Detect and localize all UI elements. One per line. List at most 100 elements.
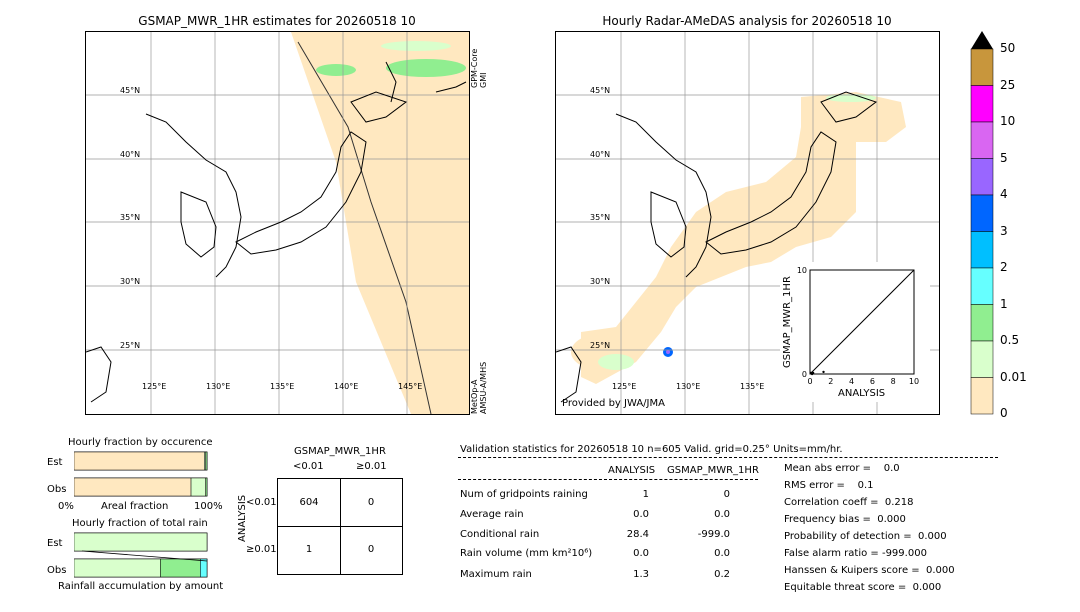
one-to-one-line — [809, 269, 915, 375]
contingency-col-header-0: <0.01 — [293, 461, 324, 472]
left-lat-label-45: 45°N — [120, 86, 141, 95]
left-lon-label-135: 135°E — [270, 382, 295, 391]
left-map-panel: 45°N 40°N 35°N 30°N 25°N 125°E 130°E 135… — [85, 31, 470, 415]
contingency-row-header-0: <0.01 — [246, 497, 277, 508]
colorbar-label-4: 4 — [1000, 187, 1008, 201]
validation-row-label: Num of gridpoints raining — [460, 489, 588, 500]
colorbar-label-10: 0 — [1000, 406, 1008, 420]
colorbar-label-7: 1 — [1000, 296, 1008, 311]
colorbar-label-0: 50 — [1000, 41, 1016, 55]
colorbar-block-5 — [970, 231, 994, 269]
colorbar-svg — [970, 31, 994, 415]
score-mean-abs-error: Mean abs error = 0.0 — [784, 463, 900, 474]
validation-col-analysis: ANALYSIS — [608, 465, 656, 476]
score-correlation: Correlation coeff = 0.218 — [784, 497, 914, 508]
inset-scatter-svg: 0 2 4 6 8 10 10 0 — [797, 266, 919, 386]
bar-Obs-0 — [73, 477, 192, 497]
contingency-row-header-1: ≥0.01 — [246, 544, 277, 555]
validation-row-gsmap: 0 — [723, 489, 730, 500]
rain-patch-3 — [381, 41, 451, 51]
colorbar-label-2: 10 — [1000, 114, 1016, 128]
inset-xtick-6: 6 — [870, 377, 875, 386]
validation-header: Validation statistics for 20260518 10 n=… — [460, 444, 843, 455]
inset-ytick-0: 0 — [802, 370, 807, 379]
validation-row-label: Average rain — [460, 509, 524, 520]
bar-Est-0 — [73, 532, 208, 552]
bar-Est-0 — [73, 451, 205, 471]
colorbar-block-3 — [970, 158, 994, 196]
fraction-total-xlabel: Rainfall accumulation by amount — [58, 581, 224, 592]
colorbar-block-9 — [970, 377, 994, 415]
right-map-svg — [556, 32, 939, 414]
validation-col-divider — [458, 479, 758, 480]
left-lon-label-145: 145°E — [398, 382, 423, 391]
validation-row-gsmap: 0.2 — [714, 569, 730, 580]
colorbar: 50 25 10 5 4 3 2 1 0.5 0.01 0 — [970, 30, 1030, 420]
bar-Obs-2 — [205, 477, 208, 497]
validation-row-gsmap: 0.0 — [714, 509, 730, 520]
fraction-total-row-est: Est — [47, 538, 63, 549]
sensor-label-top: GPM-Core GMI — [470, 48, 488, 88]
bar-Obs-0 — [73, 558, 161, 578]
validation-row-label: Maximum rain — [460, 569, 532, 580]
inset-xtick-10: 10 — [909, 377, 919, 386]
colorbar-label-9: 0.01 — [1000, 369, 1027, 384]
colorbar-label-3: 5 — [1000, 150, 1008, 165]
contingency-title: GSMAP_MWR_1HR — [294, 446, 386, 457]
validation-row-analysis: 1 — [642, 489, 649, 500]
colorbar-block-1 — [970, 85, 994, 123]
right-lat-label-25: 25°N — [590, 341, 611, 350]
fraction-xlabel-right: 100% — [194, 501, 223, 512]
inset-point-2 — [811, 371, 815, 375]
colorbar-label-6: 2 — [1000, 260, 1008, 274]
right-lat-label-40: 40°N — [590, 150, 611, 159]
bar-Obs-1 — [160, 558, 201, 578]
connector-line — [81, 550, 208, 562]
colorbar-block-0 — [970, 48, 994, 86]
colorbar-label-8: 0.5 — [1000, 333, 1020, 347]
validation-row-analysis: 1.3 — [633, 569, 649, 580]
fraction-occurrence-chart — [73, 450, 209, 498]
swath-region-east — [291, 32, 469, 414]
colorbar-label-5: 3 — [1000, 223, 1008, 238]
right-lon-label-125: 125°E — [612, 382, 637, 391]
right-lat-label-45: 45°N — [590, 86, 611, 95]
fraction-occurrence-row-obs: Obs — [47, 484, 67, 495]
left-map-svg — [86, 32, 469, 414]
colorbar-block-7 — [970, 304, 994, 342]
left-lat-label-25: 25°N — [120, 341, 141, 350]
contingency-col-header-1: ≥0.01 — [356, 461, 387, 472]
rain-patch-north — [826, 94, 876, 102]
fraction-xlabel-mid: Areal fraction — [101, 501, 169, 512]
fraction-xlabel-left: 0% — [58, 501, 74, 512]
validation-row-label: Conditional rain — [460, 529, 540, 540]
score-frequency-bias: Frequency bias = 0.000 — [784, 514, 906, 525]
score-hk: Hanssen & Kuipers score = 0.000 — [784, 565, 955, 576]
inset-xtick-8: 8 — [891, 377, 896, 386]
validation-row-label: Rain volume (mm km²10⁶) — [460, 548, 593, 559]
contingency-cell-00: 604 — [299, 497, 319, 508]
fraction-total-row-obs: Obs — [47, 565, 67, 576]
fraction-total-svg — [73, 532, 208, 578]
fraction-total-title: Hourly fraction of total rain — [72, 518, 208, 529]
fraction-occurrence-svg — [73, 451, 208, 497]
colorbar-block-2 — [970, 121, 994, 159]
colorbar-label-1: 25 — [1000, 77, 1016, 92]
left-lat-label-40: 40°N — [120, 150, 141, 159]
validation-row-gsmap: -999.0 — [697, 529, 730, 540]
left-lat-label-35: 35°N — [120, 213, 141, 222]
analysis-region — [581, 92, 906, 384]
left-map-title: GSMAP_MWR_1HR estimates for 20260518 10 — [138, 14, 416, 28]
right-map-title: Hourly Radar-AMeDAS analysis for 2026051… — [602, 14, 892, 28]
bar-Obs-1 — [190, 477, 206, 497]
inset-xtick-2: 2 — [828, 377, 833, 386]
validation-row-analysis: 0.0 — [633, 509, 649, 520]
colorbar-block-4 — [970, 194, 994, 232]
validation-row-gsmap: 0.0 — [714, 548, 730, 559]
colorbar-extend-arrow — [971, 31, 993, 49]
contingency-grid: 604 0 1 0 — [277, 478, 403, 575]
contingency-cell-01: 0 — [367, 497, 375, 508]
score-ets: Equitable threat score = 0.000 — [784, 582, 942, 593]
bar-Est-2 — [205, 451, 208, 471]
bar-Obs-2 — [200, 558, 208, 578]
